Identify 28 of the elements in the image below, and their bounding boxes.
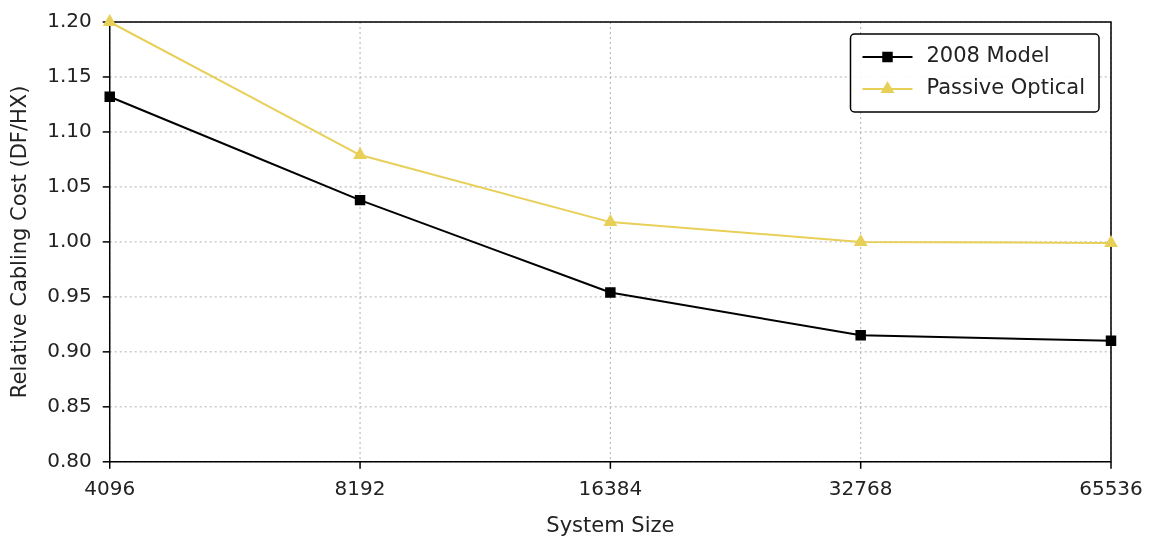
x-tick-label: 65536: [1079, 476, 1143, 500]
point: [103, 15, 116, 26]
point: [1105, 335, 1117, 347]
x-tick-label: 16384: [578, 476, 643, 500]
y-tick-label: 0.80: [47, 448, 92, 472]
x-tick-label: 4096: [84, 476, 136, 500]
legend-label: Passive Optical: [926, 75, 1086, 100]
y-tick-label: 1.05: [47, 173, 92, 198]
point: [104, 91, 115, 103]
y-axis-title: Relative Cabling Cost (DF/HX): [7, 85, 32, 399]
point: [354, 194, 366, 206]
y-tick-label: 0.95: [47, 283, 92, 308]
point: [855, 330, 866, 341]
y-tick-label: 1.20: [47, 8, 92, 33]
y-tick-label: 1.15: [47, 63, 92, 88]
y-tick-label: 1.00: [47, 228, 92, 253]
y-tick-label: 0.85: [47, 393, 92, 418]
x-axis-title: System Size: [546, 512, 675, 537]
legend-label: 2008 Model: [926, 43, 1050, 68]
x-tick-label: 8192: [334, 476, 386, 500]
point: [353, 148, 367, 160]
point: [605, 287, 616, 298]
y-tick-label: 1.10: [47, 118, 92, 143]
point: [604, 215, 617, 227]
point: [1104, 236, 1118, 247]
point: [854, 234, 867, 246]
x-tick-label: 32768: [828, 476, 893, 500]
y-tick-label: 0.90: [47, 338, 92, 363]
